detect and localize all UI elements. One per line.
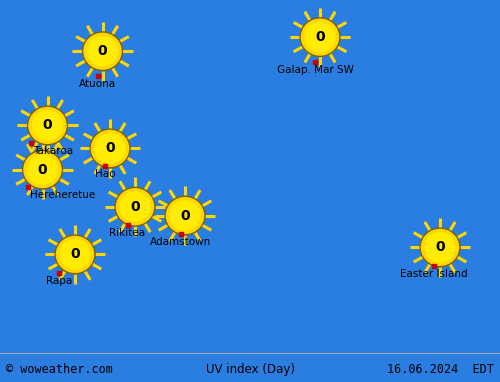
Text: 0: 0 — [38, 163, 48, 176]
Ellipse shape — [22, 150, 62, 189]
Ellipse shape — [120, 191, 150, 222]
Text: 0: 0 — [435, 240, 445, 254]
Text: 0: 0 — [315, 30, 325, 44]
Text: Rapa: Rapa — [46, 276, 72, 286]
Text: Takaroa: Takaroa — [34, 146, 74, 156]
Ellipse shape — [32, 110, 63, 141]
Text: Hereheretue: Hereheretue — [30, 190, 95, 200]
Ellipse shape — [55, 235, 95, 274]
Text: 16.06.2024  EDT: 16.06.2024 EDT — [387, 363, 494, 376]
Text: 0: 0 — [180, 209, 190, 223]
Ellipse shape — [300, 18, 340, 57]
Text: 0: 0 — [42, 118, 52, 133]
Ellipse shape — [27, 154, 58, 185]
Ellipse shape — [87, 36, 118, 66]
Ellipse shape — [420, 228, 460, 267]
Ellipse shape — [82, 32, 122, 71]
Ellipse shape — [94, 133, 126, 163]
Text: UV index (Day): UV index (Day) — [206, 363, 294, 376]
Text: Rikitea: Rikitea — [110, 228, 146, 238]
Ellipse shape — [424, 232, 456, 262]
Text: Hao: Hao — [95, 169, 115, 179]
Text: 0: 0 — [70, 248, 80, 261]
Text: Atuona: Atuona — [79, 79, 116, 89]
Text: 0: 0 — [98, 44, 108, 58]
Text: Galap. Mar SW: Galap. Mar SW — [276, 65, 353, 74]
Ellipse shape — [90, 129, 130, 168]
Text: 0: 0 — [105, 141, 115, 155]
Ellipse shape — [165, 196, 205, 235]
Text: Easter Island: Easter Island — [400, 269, 468, 278]
Text: Adamstown: Adamstown — [150, 237, 212, 247]
Ellipse shape — [115, 188, 155, 226]
Ellipse shape — [28, 106, 68, 145]
Ellipse shape — [60, 239, 90, 270]
Text: © woweather.com: © woweather.com — [6, 363, 113, 376]
Ellipse shape — [304, 22, 336, 52]
Text: 0: 0 — [130, 200, 140, 214]
Ellipse shape — [170, 201, 200, 231]
